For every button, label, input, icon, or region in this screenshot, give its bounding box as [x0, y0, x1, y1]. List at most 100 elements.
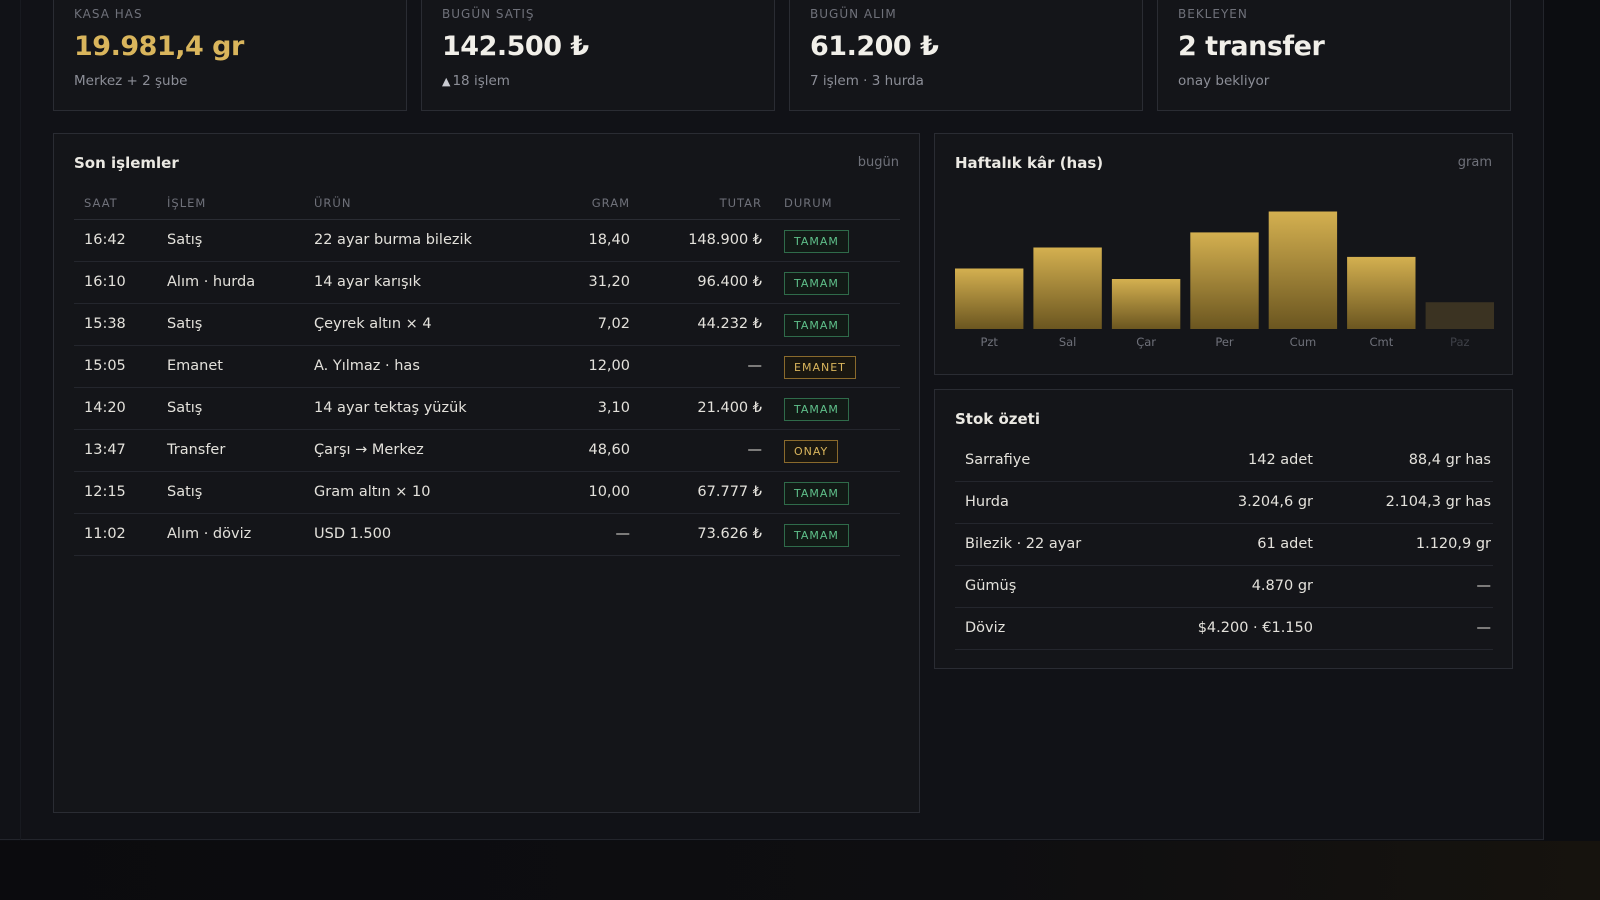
cell-gram: — [615, 526, 631, 542]
stat-value: 61.200 ₺ [810, 31, 939, 62]
table-header: SAAT İŞLEM ÜRÜN GRAM TUTAR DURUM [74, 194, 900, 220]
cell-islem: Satış [167, 316, 203, 332]
stat-sub: 18 işlem [452, 73, 510, 89]
cell-saat: 13:47 [84, 442, 126, 458]
cell-gram: 31,20 [588, 274, 630, 290]
tick-label-çar: Çar [1136, 335, 1156, 349]
status-badge: TAMAM [784, 272, 849, 295]
stat-card-kasa-has: KASA HAS 19.981,4 gr Merkez + 2 şube [53, 0, 407, 111]
cell-tutar: 21.400 ₺ [697, 400, 762, 416]
stat-sub: 7 işlem · 3 hurda [810, 73, 924, 89]
cell-saat: 15:05 [84, 358, 126, 374]
cell-urun: Çarşı → Merkez [314, 442, 424, 458]
cell-gram: 7,02 [597, 316, 630, 332]
stat-label: BUGÜN ALIM [810, 7, 897, 21]
table-row[interactable]: 13:47 Transfer Çarşı → Merkez 48,60 — ON… [74, 430, 900, 472]
bar-per[interactable] [1190, 232, 1259, 329]
stock-has: 1.120,9 gr [1415, 536, 1491, 552]
cell-saat: 14:20 [84, 400, 126, 416]
stock-qty: 142 adet [1248, 452, 1313, 468]
stock-has: 88,4 gr has [1408, 452, 1491, 468]
table-row[interactable]: 11:02 Alım · döviz USD 1.500 — 73.626 ₺ … [74, 514, 900, 556]
weekly-profit-chart: Pzt Sal Çar Per Cum Cmt Paz [955, 211, 1494, 349]
cell-gram: 3,10 [597, 400, 630, 416]
bar-paz[interactable] [1425, 302, 1494, 329]
stock-name: Sarrafiye [965, 452, 1031, 468]
cell-islem: Satış [167, 400, 203, 416]
bar-cmt[interactable] [1347, 256, 1416, 329]
stock-name: Bilezik · 22 ayar [965, 536, 1082, 552]
bar-çar[interactable] [1111, 279, 1181, 329]
col-urun[interactable]: ÜRÜN [314, 196, 352, 210]
stat-value: 142.500 ₺ [442, 31, 589, 62]
cell-gram: 18,40 [588, 232, 630, 248]
table-row[interactable]: 15:38 Satış Çeyrek altın × 4 7,02 44.232… [74, 304, 900, 346]
col-saat[interactable]: SAAT [84, 196, 118, 210]
table-row[interactable]: 16:42 Satış 22 ayar burma bilezik 18,40 … [74, 220, 900, 262]
cell-saat: 12:15 [84, 484, 126, 500]
bar-cum[interactable] [1268, 211, 1338, 330]
stat-label: KASA HAS [74, 7, 143, 21]
stat-card-bugun-satis: BUGÜN SATIŞ 142.500 ₺ ▲ 18 işlem [421, 0, 775, 111]
stock-row[interactable]: Sarrafiye 142 adet 88,4 gr has [955, 440, 1493, 482]
stat-label: BEKLEYEN [1178, 7, 1248, 21]
stat-value: 19.981,4 gr [74, 31, 244, 62]
col-islem[interactable]: İŞLEM [167, 196, 207, 210]
stat-card-bekleyen: BEKLEYEN 2 transfer onay bekliyor [1157, 0, 1511, 111]
table-row[interactable]: 14:20 Satış 14 ayar tektaş yüzük 3,10 21… [74, 388, 900, 430]
stock-has: 2.104,3 gr has [1385, 494, 1491, 510]
cell-urun: Çeyrek altın × 4 [314, 316, 432, 332]
col-tutar[interactable]: TUTAR [719, 196, 762, 210]
tick-label-sal: Sal [1059, 335, 1077, 349]
col-durum[interactable]: DURUM [784, 196, 833, 210]
cell-tutar: 44.232 ₺ [697, 316, 762, 332]
cell-tutar: 67.777 ₺ [697, 484, 762, 500]
cell-urun: A. Yılmaz · has [314, 358, 420, 374]
cell-tutar: — [747, 358, 763, 374]
bar-sal[interactable] [1033, 247, 1102, 330]
cell-saat: 11:02 [84, 526, 126, 542]
stock-name: Hurda [965, 494, 1009, 510]
cell-tutar: — [747, 442, 763, 458]
status-badge: EMANET [784, 356, 856, 379]
status-badge: TAMAM [784, 482, 849, 505]
stock-row[interactable]: Bilezik · 22 ayar 61 adet 1.120,9 gr [955, 524, 1493, 566]
sidebar-edge [20, 0, 21, 840]
cell-gram: 12,00 [588, 358, 630, 374]
cell-urun: 14 ayar tektaş yüzük [314, 400, 467, 416]
status-badge: TAMAM [784, 398, 849, 421]
tick-label-pzt: Pzt [980, 335, 998, 349]
stat-sub: Merkez + 2 şube [74, 73, 188, 89]
col-gram[interactable]: GRAM [591, 196, 630, 210]
status-badge: TAMAM [784, 314, 849, 337]
stat-sub-wrap: ▲ 18 işlem [442, 73, 510, 89]
cell-urun: USD 1.500 [314, 526, 392, 542]
cell-urun: 14 ayar karışık [314, 274, 421, 290]
status-badge: TAMAM [784, 524, 849, 547]
triangle-up-icon: ▲ [442, 75, 451, 88]
stock-row[interactable]: Gümüş 4.870 gr — [955, 566, 1493, 608]
bottom-strip [0, 841, 1600, 900]
stock-qty: 61 adet [1257, 536, 1313, 552]
bar-pzt[interactable] [955, 268, 1024, 330]
stock-row[interactable]: Döviz $4.200 · €1.150 — [955, 608, 1493, 650]
status-badge: TAMAM [784, 230, 849, 253]
table-row[interactable]: 15:05 Emanet A. Yılmaz · has 12,00 — EMA… [74, 346, 900, 388]
stock-row[interactable]: Hurda 3.204,6 gr 2.104,3 gr has [955, 482, 1493, 524]
cell-islem: Alım · hurda [167, 274, 256, 290]
cell-tutar: 73.626 ₺ [697, 526, 762, 542]
panel-title: Haftalık kâr (has) [955, 154, 1104, 172]
cell-saat: 16:42 [84, 232, 126, 248]
stock-name: Döviz [965, 620, 1006, 636]
stat-value: 2 transfer [1178, 31, 1325, 62]
panel-title: Stok özeti [955, 410, 1040, 428]
cell-saat: 16:10 [84, 274, 126, 290]
cell-islem: Emanet [167, 358, 223, 374]
panel-meta: gram [1457, 155, 1492, 170]
table-row[interactable]: 16:10 Alım · hurda 14 ayar karışık 31,20… [74, 262, 900, 304]
stock-qty: $4.200 · €1.150 [1197, 620, 1313, 636]
stock-has: — [1476, 578, 1492, 594]
stock-has: — [1476, 620, 1492, 636]
table-row[interactable]: 12:15 Satış Gram altın × 10 10,00 67.777… [74, 472, 900, 514]
cell-islem: Transfer [167, 442, 226, 458]
